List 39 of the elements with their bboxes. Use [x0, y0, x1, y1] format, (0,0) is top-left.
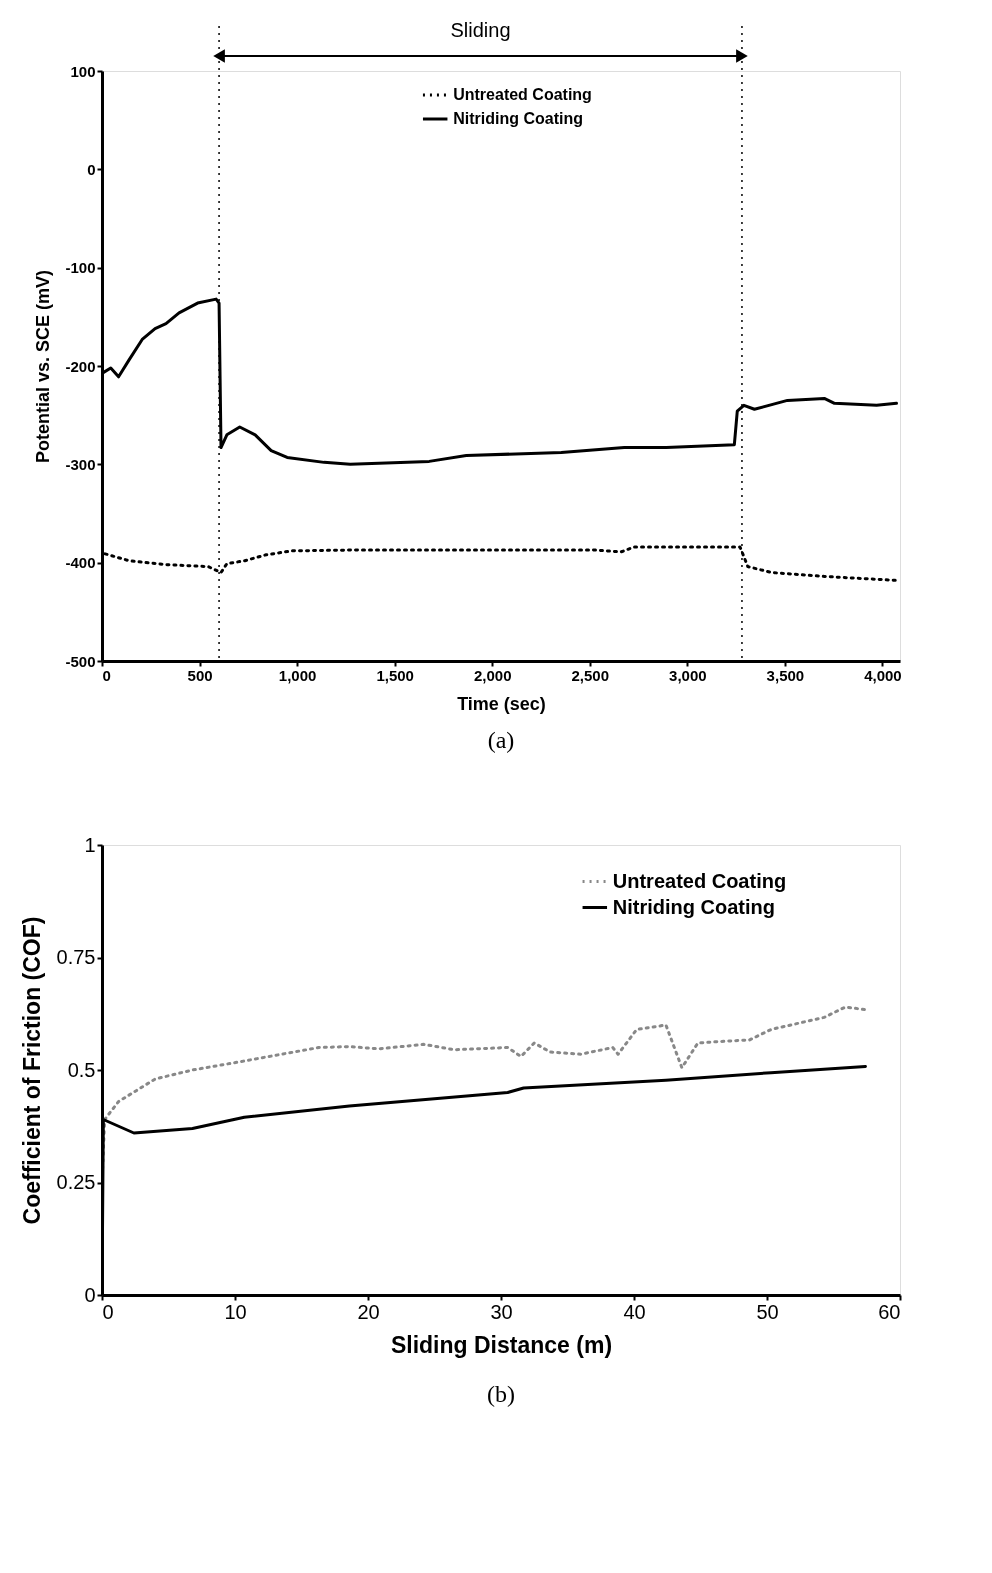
text: Sliding	[450, 19, 511, 41]
legend-label: Nitriding Coating	[453, 110, 583, 127]
x-tick-label: 60	[878, 1300, 901, 1323]
x-tick-label: 10	[224, 1300, 247, 1323]
y-tick-label: 0	[84, 1283, 96, 1306]
text: (b)	[487, 1381, 515, 1407]
x-tick-label: 50	[756, 1300, 779, 1323]
y-tick-label: -100	[65, 259, 96, 277]
text: (a)	[487, 727, 515, 753]
y-tick-label: 0.25	[56, 1171, 96, 1193]
y-tick-label: -500	[65, 652, 96, 670]
legend-label: Untreated Coating	[453, 86, 592, 103]
y-tick-label: 0.5	[67, 1058, 96, 1081]
x-tick-label: 0	[102, 1300, 114, 1323]
x-axis-title: Sliding Distance (m)	[390, 1331, 613, 1358]
legend-label: Untreated Coating	[612, 869, 787, 892]
x-tick-label: 30	[490, 1300, 513, 1323]
x-tick-label: 1,500	[376, 666, 414, 684]
x-axis-title: Time (sec)	[457, 693, 546, 714]
y-tick-label: -300	[65, 455, 96, 473]
y-tick-label: 1	[84, 833, 96, 856]
x-tick-label: 2,000	[473, 666, 512, 684]
x-tick-label: 3,000	[669, 666, 707, 684]
y-tick-label: -200	[65, 357, 96, 375]
x-tick-label: 4,000	[864, 666, 902, 684]
x-tick-label: 0	[102, 666, 111, 684]
x-tick-label: 40	[623, 1300, 646, 1323]
x-tick-label: 3,500	[766, 666, 805, 684]
y-tick-label: 0	[87, 160, 96, 178]
y-axis-title: Potential vs. SCE (mV)	[33, 269, 54, 464]
legend-label: Nitriding Coating	[612, 895, 775, 918]
x-tick-label: 20	[357, 1300, 380, 1323]
y-tick-label: -400	[65, 554, 96, 572]
x-tick-label: 1,000	[278, 666, 317, 684]
x-tick-label: 500	[187, 666, 213, 684]
y-tick-label: 100	[70, 62, 96, 80]
x-tick-label: 2,500	[571, 666, 610, 684]
y-tick-label: 0.75	[56, 946, 96, 968]
y-axis-title: Coefficient of Friction (COF)	[18, 916, 45, 1225]
